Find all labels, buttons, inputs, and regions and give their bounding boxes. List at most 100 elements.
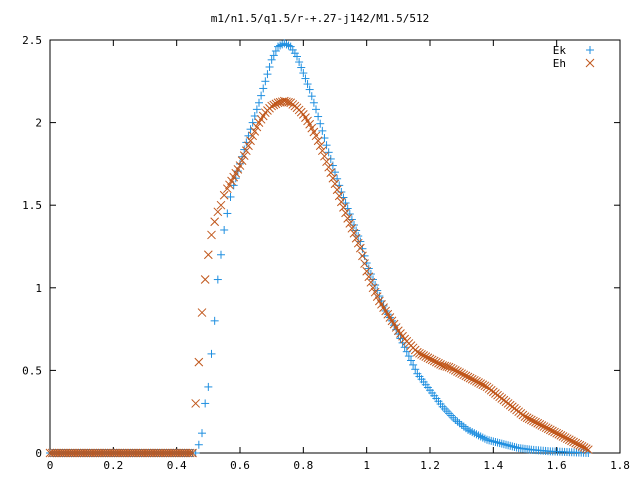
data-point: [541, 423, 551, 433]
data-point: [140, 448, 150, 458]
data-point: [447, 411, 456, 420]
data-point: [54, 448, 64, 458]
data-point: [442, 407, 451, 416]
data-point: [104, 448, 114, 458]
data-point: [579, 443, 589, 452]
data-point: [248, 118, 257, 127]
data-point: [512, 443, 521, 452]
data-point: [351, 233, 361, 243]
data-point: [491, 437, 500, 446]
data-point: [303, 80, 312, 89]
data-point: [167, 448, 177, 458]
data-point: [75, 448, 84, 458]
data-point: [122, 448, 132, 458]
data-point: [470, 429, 479, 438]
data-point: [330, 179, 340, 189]
data-point: [265, 62, 274, 71]
data-point: [191, 399, 201, 408]
data-point: [529, 416, 538, 426]
data-point: [293, 52, 301, 61]
data-point: [485, 436, 494, 445]
data-point: [474, 431, 483, 440]
data-point: [274, 42, 282, 51]
data-point: [252, 122, 262, 132]
data-point: [417, 350, 426, 359]
data-point: [142, 448, 152, 458]
data-point: [165, 448, 175, 458]
data-point: [466, 426, 475, 435]
x-axis: 0 0.2 0.4 0.6 0.8 1 1.2 1.4 1.6 1.8: [47, 40, 630, 472]
data-point: [425, 354, 435, 364]
data-point: [444, 362, 454, 372]
data-point: [235, 161, 245, 170]
data-point: [284, 97, 293, 107]
data-point: [120, 448, 129, 458]
legend-label-ek: Ek: [553, 44, 567, 57]
data-point: [161, 448, 170, 458]
data-point: [154, 448, 163, 458]
data-point: [562, 434, 572, 444]
x-tick-label: 1.4: [483, 459, 503, 472]
chart-title: m1/n1.5/q1.5/r-+.27-j142/M1.5/512: [211, 12, 430, 25]
data-point: [174, 448, 184, 458]
data-point: [464, 425, 472, 434]
data-point: [483, 435, 491, 444]
data-point: [409, 360, 418, 369]
data-point: [526, 415, 536, 425]
data-point: [451, 415, 460, 424]
data-point: [284, 41, 293, 50]
data-point: [510, 442, 519, 451]
data-point: [220, 225, 229, 234]
data-point: [497, 439, 506, 448]
data-point: [360, 259, 369, 268]
data-point: [355, 243, 365, 253]
data-point: [95, 448, 105, 458]
data-point: [537, 421, 547, 430]
data-point: [183, 448, 193, 458]
x-tick-label: 1.2: [420, 459, 440, 472]
data-point: [299, 69, 308, 78]
data-point: [68, 448, 77, 458]
x-tick-label: 1.8: [610, 459, 630, 472]
data-point: [502, 440, 510, 449]
data-point: [59, 448, 68, 458]
data-point: [431, 357, 441, 367]
data-point: [252, 105, 261, 114]
data-point: [307, 92, 316, 101]
data-point: [324, 148, 333, 157]
data-point: [246, 136, 255, 146]
x-tick-label: 0.6: [230, 459, 250, 472]
data-point: [244, 141, 253, 151]
data-point: [349, 228, 359, 238]
data-point: [362, 266, 372, 276]
data-point: [322, 157, 331, 167]
data-point: [72, 448, 82, 458]
data-point: [434, 358, 443, 368]
data-point: [495, 439, 504, 448]
data-point: [185, 448, 195, 458]
data-point: [320, 151, 329, 161]
data-point: [93, 448, 102, 458]
data-point: [412, 347, 422, 357]
y-tick-label: 0: [35, 447, 42, 460]
data-point: [545, 425, 555, 435]
data-point: [70, 448, 80, 458]
y-tick-label: 2: [35, 117, 42, 130]
data-point: [314, 112, 323, 121]
data-point: [271, 47, 280, 56]
data-point: [56, 448, 66, 458]
data-point: [194, 357, 204, 367]
data-point: [583, 445, 593, 455]
data-point: [207, 230, 216, 240]
x-tick-label: 0.8: [293, 459, 313, 472]
data-point: [493, 438, 502, 447]
data-point: [461, 424, 470, 433]
data-point: [241, 146, 251, 156]
data-point: [508, 442, 517, 451]
legend-marker-ek: [586, 46, 594, 54]
data-point: [474, 378, 483, 387]
data-point: [118, 448, 127, 458]
data-point: [449, 413, 458, 422]
data-point: [181, 448, 191, 458]
